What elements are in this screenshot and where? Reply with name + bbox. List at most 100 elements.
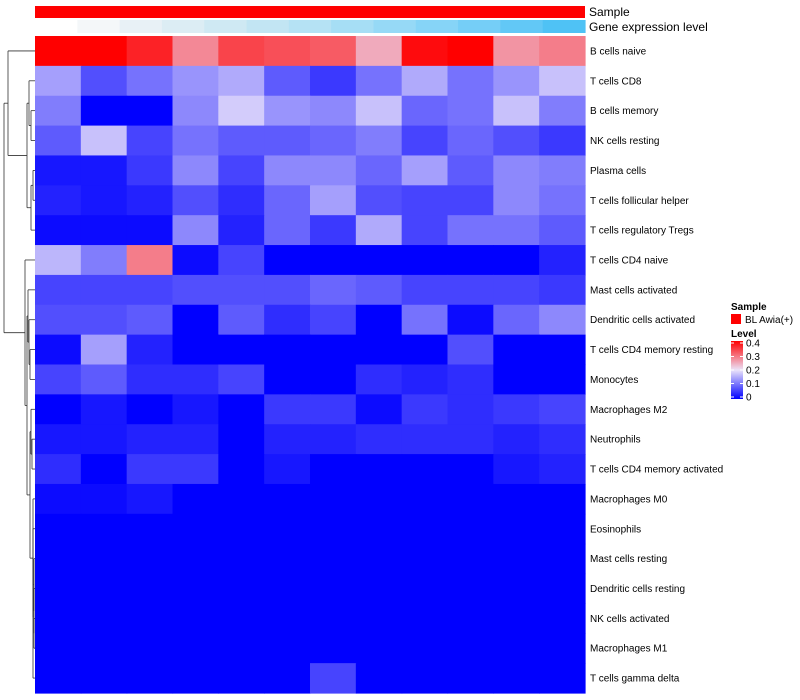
heatmap-cell [35,424,81,454]
heatmap-cell [356,305,402,335]
heatmap-cell [310,305,356,335]
heatmap-cell [402,275,448,305]
heatmap-cell [448,484,494,514]
heatmap-cell [493,365,539,395]
heatmap-cell [356,96,402,126]
heatmap-cell [218,66,264,96]
heatmap-cell [35,633,81,663]
heatmap-cell [35,66,81,96]
heatmap-cell [81,215,127,245]
heatmap-cell [539,633,585,663]
heatmap-cell [402,365,448,395]
heatmap-cell [356,663,402,693]
heatmap-cell [448,245,494,275]
heatmap-cell [173,305,219,335]
heatmap-cell [448,215,494,245]
heatmap-cell [173,424,219,454]
heatmap-cell [310,544,356,574]
heatmap-cell [493,603,539,633]
heatmap-cell [402,66,448,96]
heatmap-cell [310,514,356,544]
heatmap-cell [35,394,81,424]
heatmap-cell [493,514,539,544]
row-label: Dendritic cells resting [590,584,685,595]
legend-tick-label: 0.1 [746,379,760,390]
heatmap-cell [264,36,310,66]
heatmap-cell [35,126,81,156]
annotation-gene-level-segment [35,20,78,33]
heatmap-cell [493,275,539,305]
heatmap-cell [539,365,585,395]
row-label: Monocytes [590,375,638,386]
heatmap-cell [127,215,173,245]
heatmap-cell [448,514,494,544]
heatmap-cell [493,66,539,96]
heatmap-cell [356,454,402,484]
heatmap-cell [493,126,539,156]
legend-tick-label: 0 [746,393,752,404]
heatmap-cell [35,603,81,633]
heatmap-cell [218,365,264,395]
heatmap-cell [402,574,448,604]
heatmap-cell [81,514,127,544]
heatmap-cell [264,484,310,514]
heatmap-cell [81,96,127,126]
heatmap-cell [402,185,448,215]
heatmap-cell [539,96,585,126]
heatmap-cell [127,245,173,275]
heatmap-cell [127,633,173,663]
heatmap-cell [81,454,127,484]
heatmap-cell [539,215,585,245]
row-dendrogram [4,51,35,678]
heatmap-cell [448,603,494,633]
heatmap-cell [81,544,127,574]
heatmap-cell [539,394,585,424]
heatmap-cell [264,96,310,126]
heatmap-cell [35,215,81,245]
heatmap-cell [539,36,585,66]
heatmap-cell [127,603,173,633]
heatmap-cell [493,484,539,514]
heatmap-cell [218,36,264,66]
heatmap-cell [356,394,402,424]
row-label: Macrophages M2 [590,405,668,416]
heatmap-chart: SampleGene expression level B cells naiv… [0,0,800,700]
heatmap-cell [35,663,81,693]
heatmap-cell [493,663,539,693]
heatmap-cell [35,155,81,185]
heatmap-cell [448,454,494,484]
heatmap-cell [264,514,310,544]
heatmap-cell [448,126,494,156]
heatmap-cell [310,245,356,275]
heatmap-cell [356,514,402,544]
heatmap-cell [448,365,494,395]
heatmap-cell [493,96,539,126]
heatmap-cell [402,663,448,693]
heatmap-cell [218,424,264,454]
heatmap-cell [81,66,127,96]
heatmap-cell [310,394,356,424]
row-label: Macrophages M0 [590,494,668,505]
heatmap-cell [264,126,310,156]
row-label: T cells CD4 memory resting [590,345,713,356]
heatmap-cell [218,663,264,693]
heatmap-cell [310,155,356,185]
heatmap-cell [173,185,219,215]
heatmap-cell [127,155,173,185]
heatmap-cell [173,126,219,156]
heatmap-cell [493,245,539,275]
heatmap-cell [310,574,356,604]
heatmap-cell [173,663,219,693]
annotation-gene-level-segment [162,20,205,33]
row-label: T cells regulatory Tregs [590,226,694,237]
heatmap-cell [173,394,219,424]
heatmap-cell [539,574,585,604]
annotation-gene-level-segment [543,20,586,33]
annotation-gene-level-segment [416,20,459,33]
heatmap-cell [173,454,219,484]
heatmap-cell [448,544,494,574]
heatmap-cell [448,185,494,215]
heatmap-cell [127,484,173,514]
heatmap-cell [81,574,127,604]
heatmap-cell [402,424,448,454]
